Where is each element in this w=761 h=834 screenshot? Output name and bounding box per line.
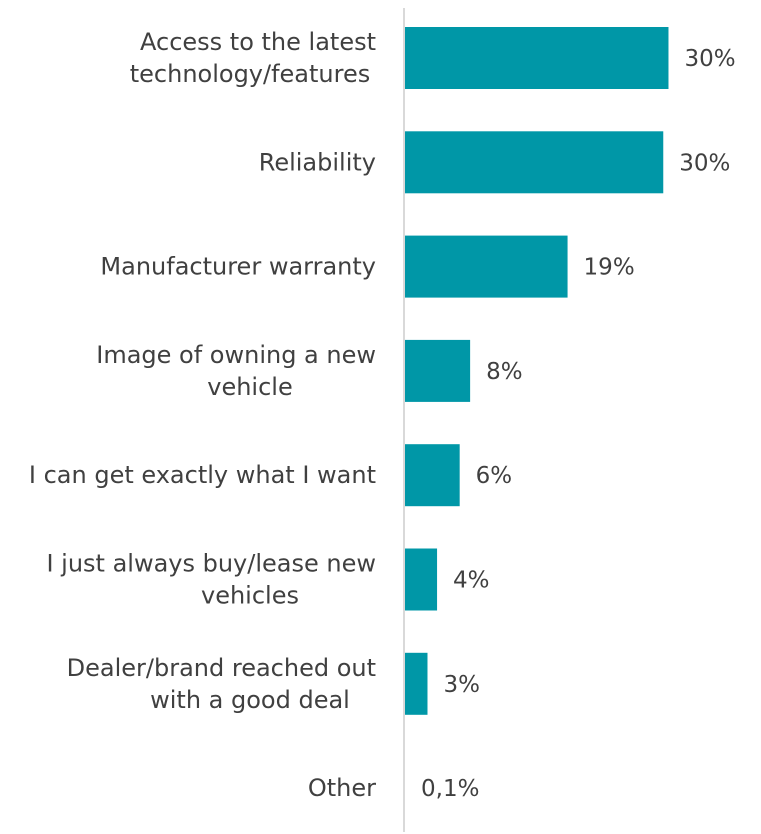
- bars-group: [404, 27, 669, 820]
- category-label-3-line-1: vehicle: [207, 373, 292, 401]
- bar-4: [404, 444, 460, 507]
- value-label-3: 8%: [486, 359, 523, 385]
- category-label-5-line-0: I just always buy/lease new: [46, 550, 376, 578]
- value-label-6: 3%: [443, 672, 480, 698]
- category-label-1-line-0: Reliability: [259, 148, 376, 176]
- category-label-7-line-0: Other: [308, 774, 376, 802]
- value-labels-group: 30% 30% 19% 8% 6% 4% 3% 0,1%: [421, 46, 736, 802]
- bar-0: [404, 27, 669, 89]
- category-label-3-line-0: Image of owning a new: [96, 341, 376, 369]
- category-label-6-line-1: with a good deal: [150, 686, 350, 714]
- category-label-0-line-0: Access to the latest: [140, 28, 376, 56]
- bar-3: [404, 339, 471, 402]
- bar-1: [404, 131, 664, 194]
- value-label-4: 6%: [476, 463, 513, 489]
- value-label-5: 4%: [453, 568, 490, 594]
- bar-6: [404, 652, 428, 715]
- value-label-0: 30%: [684, 46, 735, 72]
- bar-5: [404, 548, 438, 611]
- category-label-4-line-0: I can get exactly what I want: [29, 461, 376, 489]
- category-labels-group: Access to the latest technology/features R…: [29, 28, 376, 802]
- category-label-6-line-0: Dealer/brand reached out: [67, 654, 376, 682]
- value-label-1: 30%: [679, 150, 730, 176]
- value-label-2: 19%: [584, 255, 635, 281]
- category-label-5-line-1: vehicles: [201, 582, 299, 610]
- value-label-7: 0,1%: [421, 776, 479, 802]
- bar-2: [404, 235, 568, 298]
- category-label-2-line-0: Manufacturer warranty: [100, 253, 376, 281]
- category-label-0-line-1: technology/features: [130, 60, 371, 88]
